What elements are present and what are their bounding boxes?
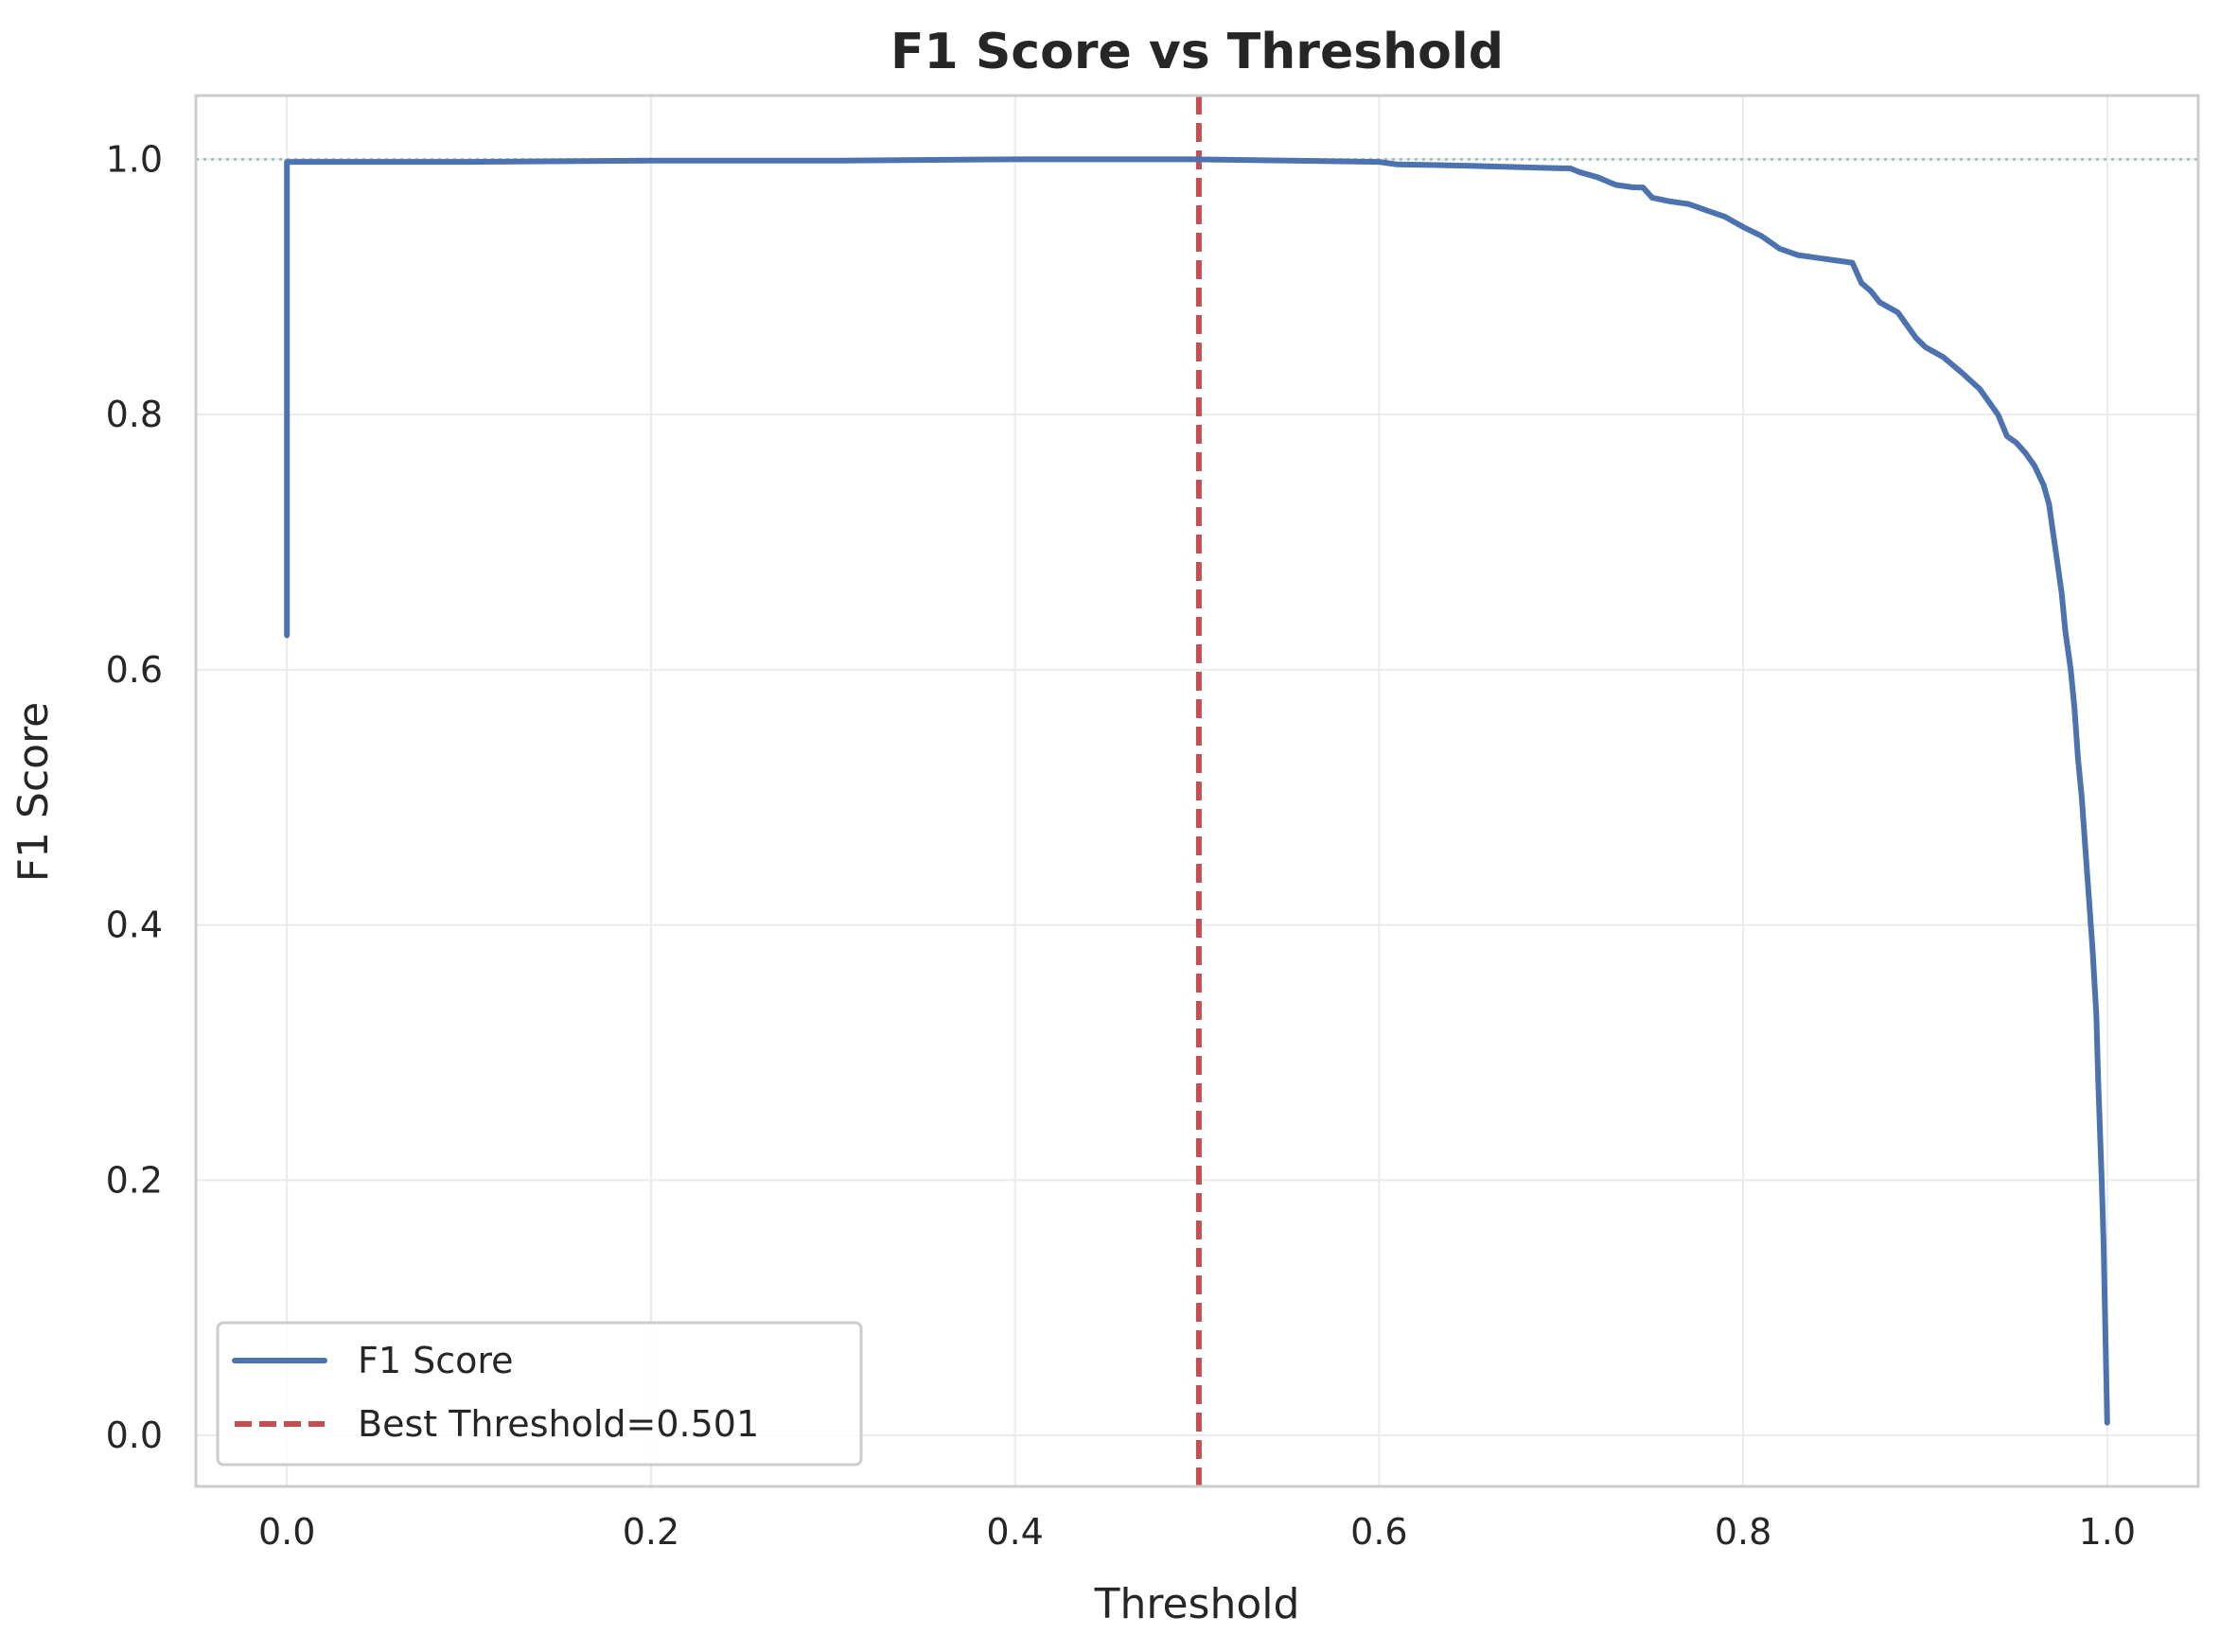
series-line-f1-score	[284, 156, 2110, 1426]
chart-title: F1 Score vs Threshold	[890, 24, 1504, 80]
legend-label-best-threshold: Best Threshold=0.501	[358, 1403, 759, 1445]
series-layer	[284, 156, 2110, 1426]
x-tick-label: 0.4	[986, 1511, 1043, 1553]
x-tick-label: 0.2	[623, 1511, 679, 1553]
x-axis-label: Threshold	[1094, 1580, 1300, 1628]
y-tick-label: 1.0	[106, 138, 163, 180]
x-tick-label: 0.8	[1715, 1511, 1771, 1553]
plot-frame	[194, 94, 2200, 1488]
legend: F1 Score Best Threshold=0.501	[216, 1321, 863, 1467]
y-tick-label: 0.8	[106, 394, 163, 435]
y-tick-label: 0.6	[106, 649, 163, 691]
y-tick-label: 0.4	[106, 905, 163, 946]
y-axis-label: F1 Score	[9, 702, 58, 883]
legend-box	[216, 1321, 863, 1467]
x-tick-label: 0.6	[1350, 1511, 1407, 1553]
y-axis-ticks: 0.0 0.2 0.4 0.6 0.8 1.0	[106, 138, 163, 1456]
x-tick-label: 1.0	[2079, 1511, 2136, 1553]
y-tick-label: 0.2	[106, 1159, 163, 1201]
x-axis-ticks: 0.0 0.2 0.4 0.6 0.8 1.0	[258, 1511, 2136, 1553]
y-tick-label: 0.0	[106, 1415, 163, 1456]
x-tick-label: 0.0	[258, 1511, 315, 1553]
legend-label-f1-score: F1 Score	[358, 1340, 514, 1381]
